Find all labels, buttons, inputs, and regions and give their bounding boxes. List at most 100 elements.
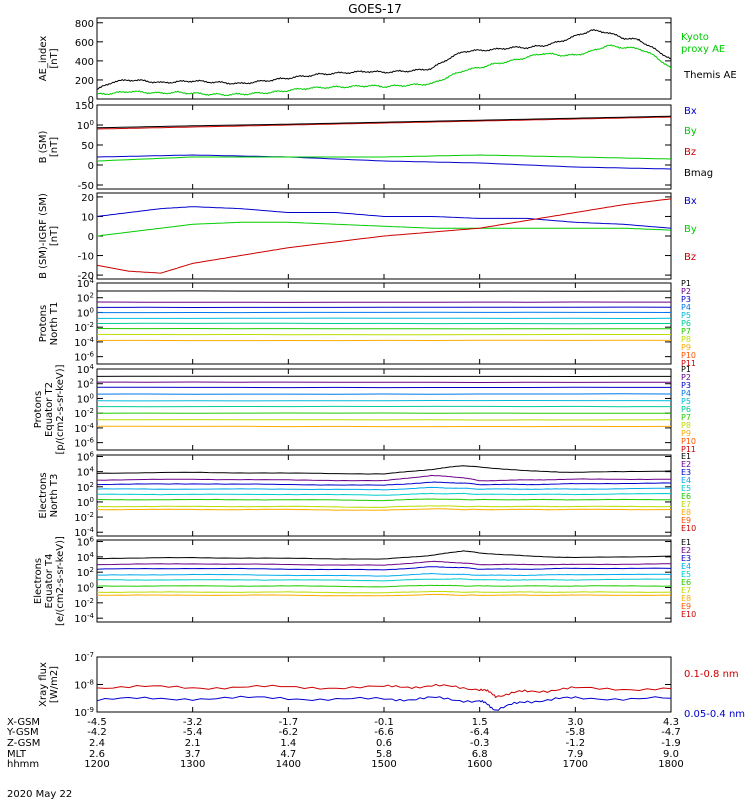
series-bz xyxy=(96,198,672,274)
orbit-row-label: MLT xyxy=(7,749,27,760)
series-bx xyxy=(96,154,672,170)
y-tick-label: 10-2 xyxy=(74,407,94,420)
y-tick-label: 150 xyxy=(75,101,94,112)
legend-bz: Bz xyxy=(684,252,696,263)
y-tick-label: 20 xyxy=(81,193,94,204)
legend-bz: Bz xyxy=(684,147,696,158)
legend-p8: P8 xyxy=(681,335,691,344)
y-tick-label: 104 xyxy=(77,551,95,564)
y-tick-label: -50 xyxy=(78,181,94,192)
orbit-value: 9.0 xyxy=(663,749,679,760)
legend-kyoto-2: proxy AE xyxy=(681,44,725,55)
series-e5 xyxy=(96,492,672,496)
series-bmag xyxy=(96,115,672,129)
orbit-value: -6.2 xyxy=(279,727,299,738)
series-e3 xyxy=(96,481,672,486)
orbit-value: 2.4 xyxy=(89,738,105,749)
series-e8 xyxy=(96,508,672,511)
legend-p1: P1 xyxy=(681,279,691,288)
orbit-value: -1.9 xyxy=(661,738,681,749)
orbit-row-label: X-GSM xyxy=(7,717,40,728)
y-tick-label: 0 xyxy=(88,95,94,106)
series-p2 xyxy=(96,381,671,384)
series-0-05-0-4-nm xyxy=(96,695,672,711)
y-tick-label: 10-7 xyxy=(74,651,94,664)
legend-p6: P6 xyxy=(681,319,691,328)
legend-e6: E6 xyxy=(681,492,691,501)
series-by xyxy=(96,154,672,162)
series-0-1-0-8-nm xyxy=(96,683,672,699)
figure-title: GOES-17 xyxy=(348,2,402,16)
series-bx xyxy=(96,206,672,229)
orbit-value: -4.7 xyxy=(661,727,681,738)
legend-p3: P3 xyxy=(681,295,691,304)
y-tick-label: 10 xyxy=(81,212,94,223)
y-tick-label: 104 xyxy=(77,363,95,376)
legend-e4: E4 xyxy=(681,562,691,571)
legend-p5: P5 xyxy=(681,311,691,320)
y-axis-label: Xray flux[W/m2] xyxy=(38,662,60,707)
y-tick-label: 100 xyxy=(77,496,94,509)
legend-bmag: Bmag xyxy=(684,168,713,179)
y-tick-label: 102 xyxy=(77,378,94,391)
legend-e1: E1 xyxy=(681,452,691,461)
orbit-value: 1400 xyxy=(276,759,301,770)
orbit-value: -0.1 xyxy=(374,717,394,728)
y-tick-label: 102 xyxy=(77,292,94,305)
y-tick-label: 200 xyxy=(75,76,94,87)
panel-2: -50 0 50 100 150 B (SM)[nT] Bx By Bz Bmag xyxy=(38,101,713,192)
orbit-value: 1300 xyxy=(180,759,205,770)
orbit-value: 1500 xyxy=(371,759,396,770)
legend-p2: P2 xyxy=(681,373,691,382)
orbit-value: 1600 xyxy=(467,759,492,770)
series-by xyxy=(96,221,672,237)
y-tick-label: 10-8 xyxy=(74,679,94,692)
series-e8 xyxy=(97,593,672,597)
orbit-value: 3.7 xyxy=(185,749,201,760)
y-tick-label: 600 xyxy=(75,38,94,49)
orbit-value: -0.3 xyxy=(470,738,490,749)
orbit-value: -1.2 xyxy=(566,738,586,749)
orbit-value: 6.8 xyxy=(472,749,488,760)
orbit-value: 5.8 xyxy=(376,749,392,760)
series-e2 xyxy=(96,474,672,482)
y-tick-label: 800 xyxy=(75,19,94,30)
orbit-value: 2.6 xyxy=(89,749,105,760)
y-axis-label: ProtonsEquator T2[p/(cm2-s-sr-keV)] xyxy=(33,364,66,454)
legend-bx: Bx xyxy=(684,196,697,207)
series-e7 xyxy=(96,505,672,508)
y-tick-label: 10-2 xyxy=(74,321,94,334)
legend-e9: E9 xyxy=(681,516,691,525)
legend-by: By xyxy=(684,224,697,235)
legend-p2: P2 xyxy=(681,287,691,296)
panel-3: -20 -10 0 10 20 B (SM)-IGRF (SM)[nT] Bx By Bz xyxy=(38,192,697,282)
orbit-row-label: hhmm xyxy=(7,759,39,770)
legend-e10: E10 xyxy=(681,610,696,619)
y-tick-label: 10-4 xyxy=(74,422,94,435)
orbit-value: 0.6 xyxy=(376,738,392,749)
y-tick-label: 50 xyxy=(81,141,94,152)
panel-8: 10-9 10-8 10-7 Xray flux[W/m2] 0.1-0.8 nm 0.0… xyxy=(38,651,745,720)
legend-e5: E5 xyxy=(681,484,691,493)
legend-p3: P3 xyxy=(681,381,691,390)
orbit-value: -6.4 xyxy=(470,727,490,738)
legend-bx: Bx xyxy=(684,106,697,117)
y-tick-label: 104 xyxy=(77,466,95,479)
orbit-value: 1700 xyxy=(563,759,588,770)
y-tick-label: 104 xyxy=(77,277,95,290)
orbit-row-label: Y-GSM xyxy=(6,727,39,738)
y-tick-label: -20 xyxy=(78,271,94,282)
y-tick-label: 0 xyxy=(88,161,94,172)
y-tick-label: 100 xyxy=(77,119,94,132)
orbit-value: -1.7 xyxy=(279,717,299,728)
series-e2 xyxy=(97,560,672,566)
y-tick-label: 10-9 xyxy=(74,706,94,719)
legend-e9: E9 xyxy=(681,602,691,611)
legend-0-1-0-8-nm: 0.1-0.8 nm xyxy=(684,669,739,680)
series-e1 xyxy=(96,550,672,560)
legend-p4: P4 xyxy=(681,389,691,398)
orbit-value: 1.5 xyxy=(472,717,488,728)
